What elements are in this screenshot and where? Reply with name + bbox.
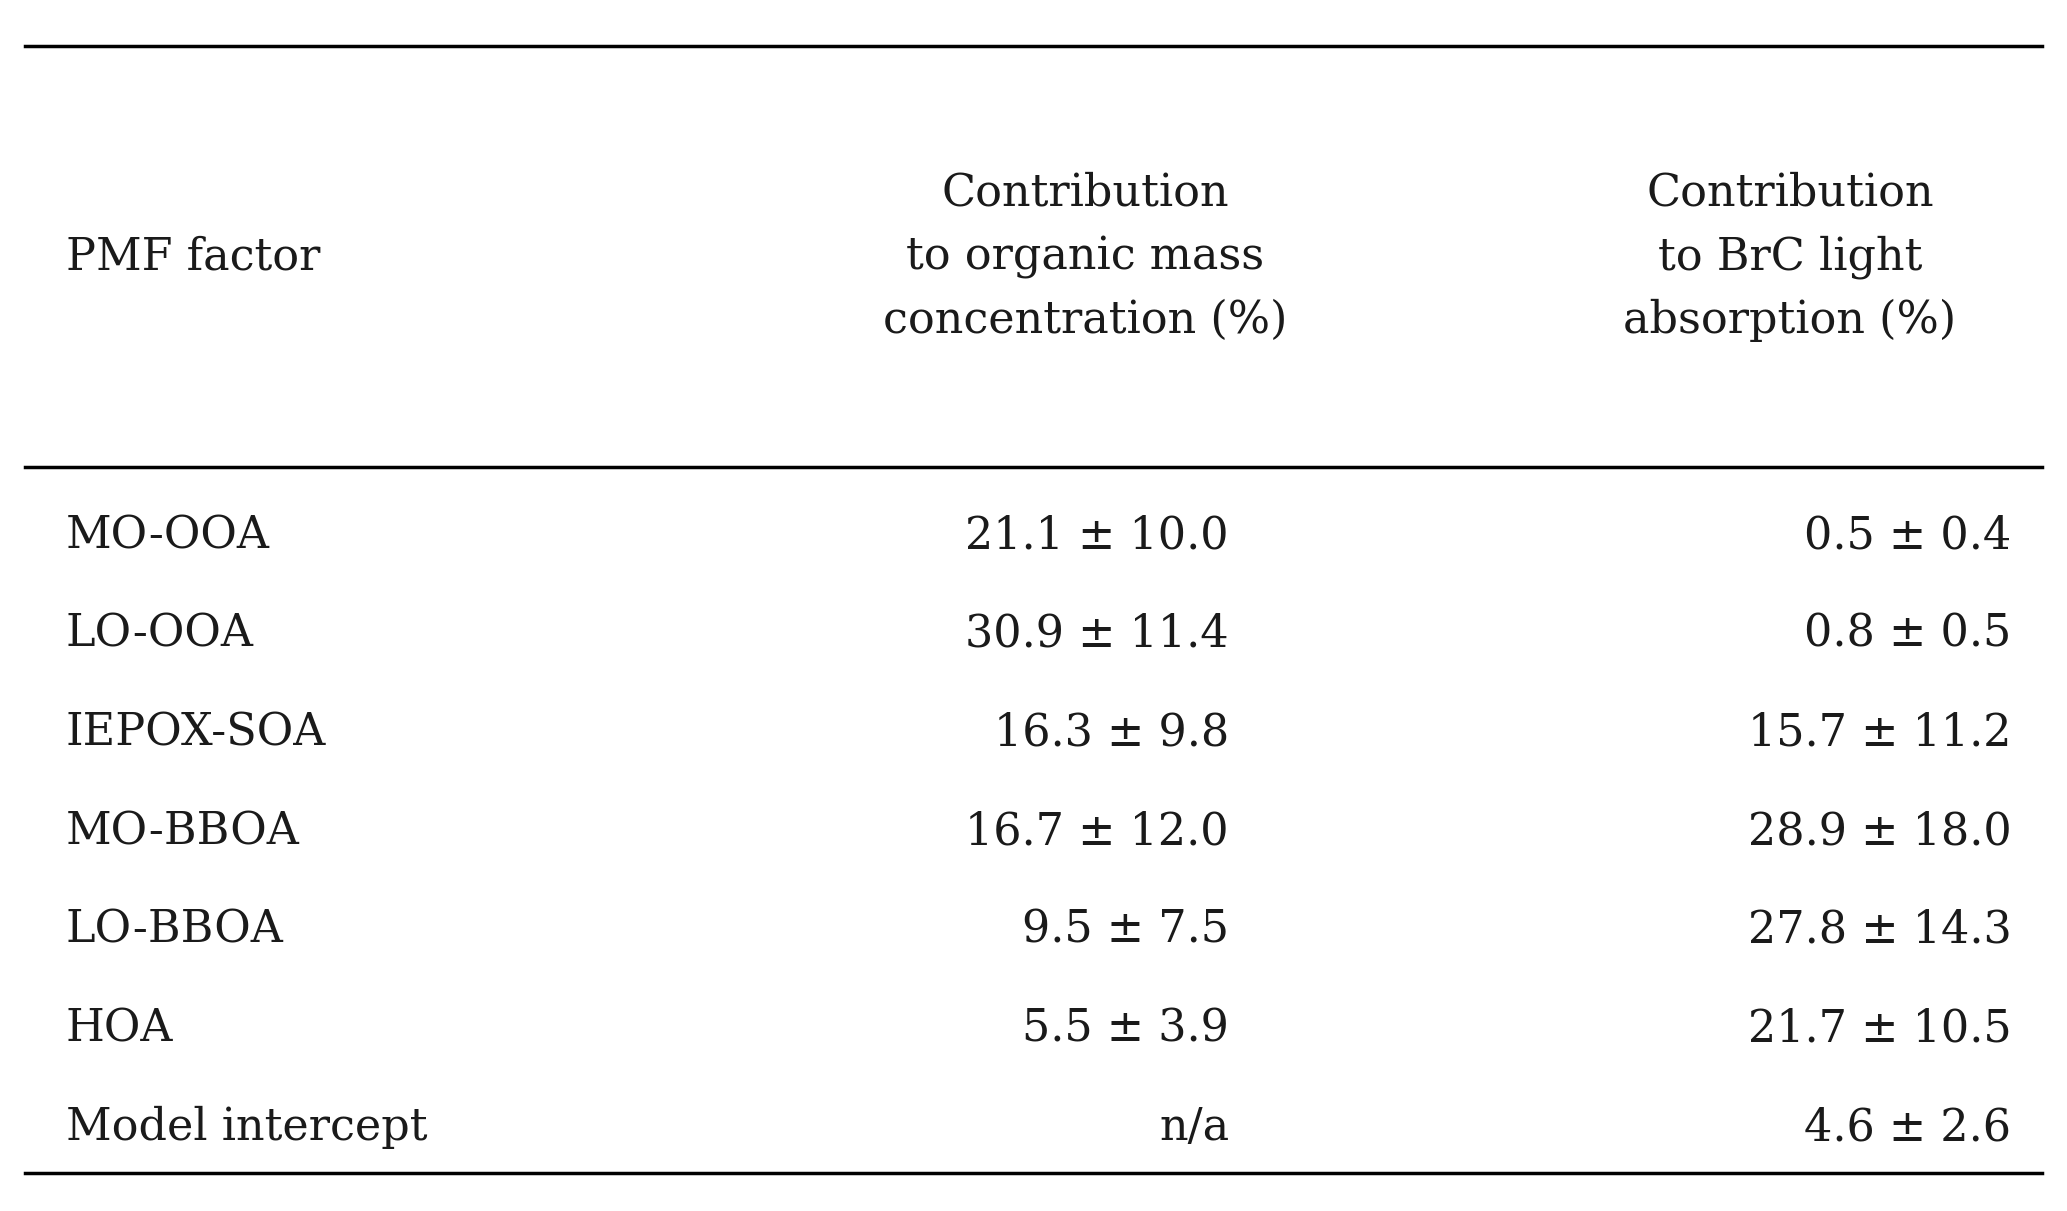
Text: Model intercept: Model intercept [66,1106,428,1149]
Text: 21.7 ± 10.5: 21.7 ± 10.5 [1749,1008,2011,1050]
Text: 21.1 ± 10.0: 21.1 ± 10.0 [965,515,1230,557]
Text: MO-OOA: MO-OOA [66,515,271,557]
Text: 0.8 ± 0.5: 0.8 ± 0.5 [1804,613,2011,656]
Text: 27.8 ± 14.3: 27.8 ± 14.3 [1747,908,2011,952]
Text: 28.9 ± 18.0: 28.9 ± 18.0 [1747,810,2011,854]
Text: IEPOX-SOA: IEPOX-SOA [66,711,327,754]
Text: n/a: n/a [1160,1106,1230,1149]
Text: 4.6 ± 2.6: 4.6 ± 2.6 [1804,1106,2011,1149]
Text: 15.7 ± 11.2: 15.7 ± 11.2 [1749,711,2011,754]
Text: 9.5 ± 7.5: 9.5 ± 7.5 [1021,908,1230,952]
Text: MO-BBOA: MO-BBOA [66,810,300,854]
Text: HOA: HOA [66,1008,174,1050]
Text: Contribution
to BrC light
absorption (%): Contribution to BrC light absorption (%) [1623,171,1957,343]
Text: LO-BBOA: LO-BBOA [66,908,283,952]
Text: 16.7 ± 12.0: 16.7 ± 12.0 [965,810,1230,854]
Text: 5.5 ± 3.9: 5.5 ± 3.9 [1023,1008,1230,1050]
Text: Contribution
to organic mass
concentration (%): Contribution to organic mass concentrati… [883,171,1288,343]
Text: 30.9 ± 11.4: 30.9 ± 11.4 [965,613,1230,656]
Text: 16.3 ± 9.8: 16.3 ± 9.8 [994,711,1230,754]
Text: LO-OOA: LO-OOA [66,613,254,656]
Text: PMF factor: PMF factor [66,235,320,279]
Text: 0.5 ± 0.4: 0.5 ± 0.4 [1804,515,2011,557]
